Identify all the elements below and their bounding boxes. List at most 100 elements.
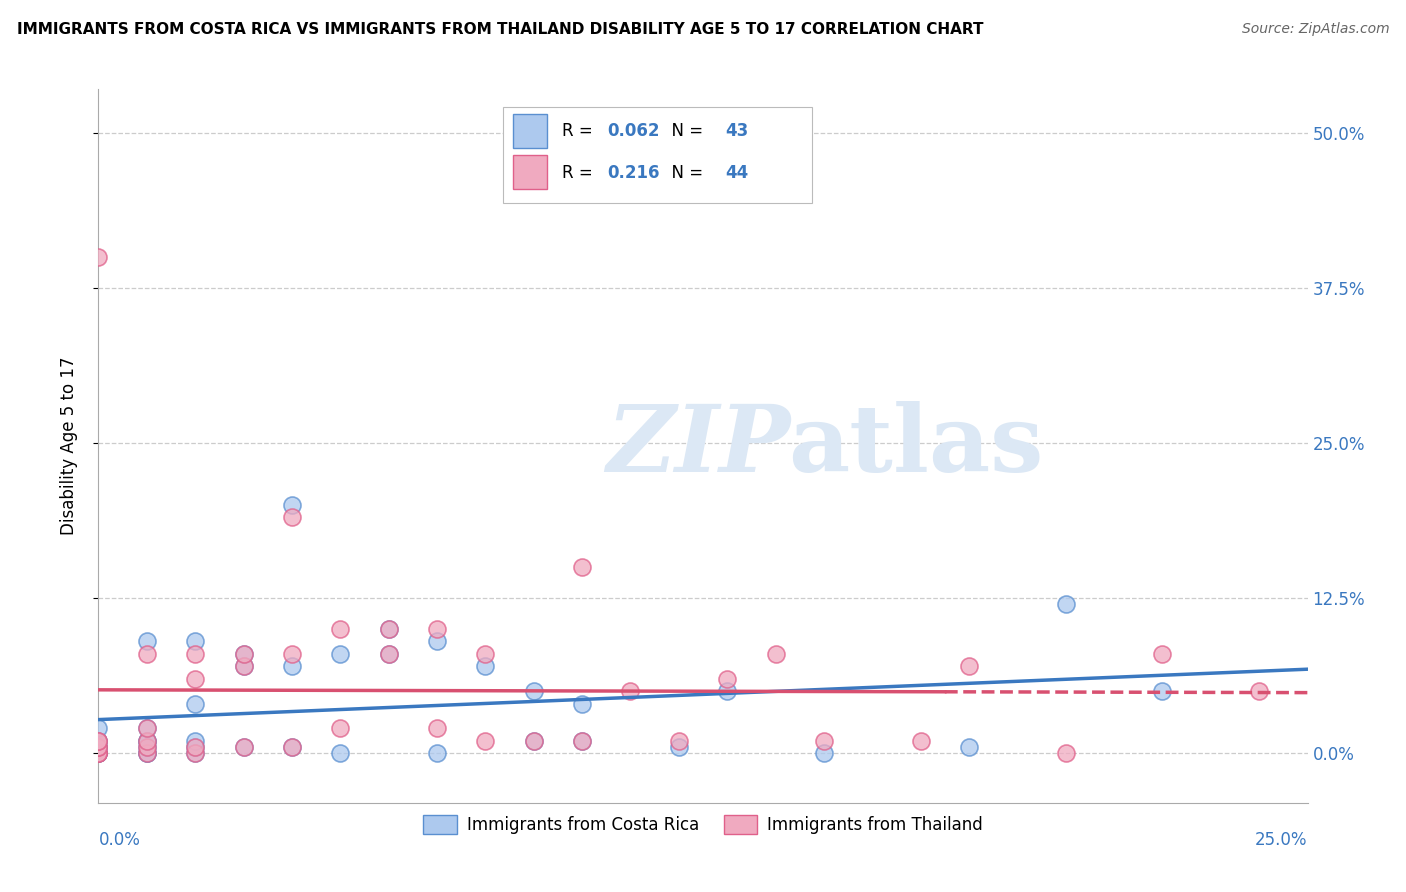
Point — [813, 733, 835, 747]
Point — [232, 739, 254, 754]
Point — [232, 647, 254, 661]
Text: 0.062: 0.062 — [607, 122, 659, 140]
Point — [184, 746, 207, 760]
Text: N =: N = — [661, 164, 709, 182]
Point — [571, 733, 593, 747]
Bar — [513, 155, 547, 189]
Point — [426, 622, 449, 636]
Point — [329, 746, 352, 760]
Point — [135, 634, 157, 648]
Point — [281, 659, 304, 673]
Point — [377, 622, 399, 636]
Point — [668, 733, 690, 747]
Point — [571, 697, 593, 711]
Point — [716, 684, 738, 698]
Text: atlas: atlas — [787, 401, 1043, 491]
Point — [135, 746, 157, 760]
Point — [135, 733, 157, 747]
Text: ZIP: ZIP — [606, 401, 790, 491]
Point — [87, 733, 110, 747]
Point — [329, 722, 352, 736]
Text: N =: N = — [661, 122, 709, 140]
Point — [87, 733, 110, 747]
Point — [87, 733, 110, 747]
Legend: Immigrants from Costa Rica, Immigrants from Thailand: Immigrants from Costa Rica, Immigrants f… — [416, 808, 990, 841]
Point — [377, 647, 399, 661]
Point — [619, 684, 641, 698]
Point — [957, 659, 980, 673]
Point — [184, 697, 207, 711]
Point — [571, 560, 593, 574]
Point — [135, 746, 157, 760]
Point — [135, 739, 157, 754]
Point — [184, 739, 207, 754]
Point — [87, 250, 110, 264]
Point — [135, 739, 157, 754]
Point — [474, 659, 496, 673]
Point — [232, 647, 254, 661]
Text: 25.0%: 25.0% — [1256, 831, 1308, 849]
Point — [571, 733, 593, 747]
Text: Source: ZipAtlas.com: Source: ZipAtlas.com — [1241, 22, 1389, 37]
Point — [377, 647, 399, 661]
Point — [523, 733, 546, 747]
Point — [426, 746, 449, 760]
Point — [281, 739, 304, 754]
FancyBboxPatch shape — [503, 107, 811, 203]
Text: 0.0%: 0.0% — [98, 831, 141, 849]
Point — [474, 733, 496, 747]
Point — [281, 498, 304, 512]
Point — [135, 733, 157, 747]
Point — [377, 622, 399, 636]
Point — [87, 746, 110, 760]
Point — [135, 722, 157, 736]
Point — [765, 647, 787, 661]
Text: 0.216: 0.216 — [607, 164, 659, 182]
Point — [813, 746, 835, 760]
Text: 44: 44 — [724, 164, 748, 182]
Point — [135, 722, 157, 736]
Point — [184, 672, 207, 686]
Point — [426, 722, 449, 736]
Point — [957, 739, 980, 754]
Point — [1054, 746, 1077, 760]
Point — [87, 746, 110, 760]
Point — [135, 733, 157, 747]
Point — [184, 746, 207, 760]
Point — [281, 647, 304, 661]
Point — [87, 733, 110, 747]
Point — [668, 739, 690, 754]
Bar — [513, 114, 547, 148]
Point — [1152, 684, 1174, 698]
Point — [474, 647, 496, 661]
Point — [184, 739, 207, 754]
Text: 43: 43 — [724, 122, 748, 140]
Point — [184, 634, 207, 648]
Point — [1249, 684, 1271, 698]
Text: R =: R = — [561, 122, 598, 140]
Point — [281, 510, 304, 524]
Point — [523, 733, 546, 747]
Point — [87, 746, 110, 760]
Point — [87, 746, 110, 760]
Point — [87, 739, 110, 754]
Point — [87, 739, 110, 754]
Point — [135, 647, 157, 661]
Point — [1152, 647, 1174, 661]
Point — [329, 622, 352, 636]
Point — [184, 733, 207, 747]
Point — [87, 739, 110, 754]
Text: R =: R = — [561, 164, 598, 182]
Point — [523, 684, 546, 698]
Point — [87, 722, 110, 736]
Point — [232, 739, 254, 754]
Point — [329, 647, 352, 661]
Point — [87, 739, 110, 754]
Point — [232, 659, 254, 673]
Point — [135, 746, 157, 760]
Point — [184, 647, 207, 661]
Point — [87, 746, 110, 760]
Point — [1054, 597, 1077, 611]
Point — [910, 733, 932, 747]
Point — [281, 739, 304, 754]
